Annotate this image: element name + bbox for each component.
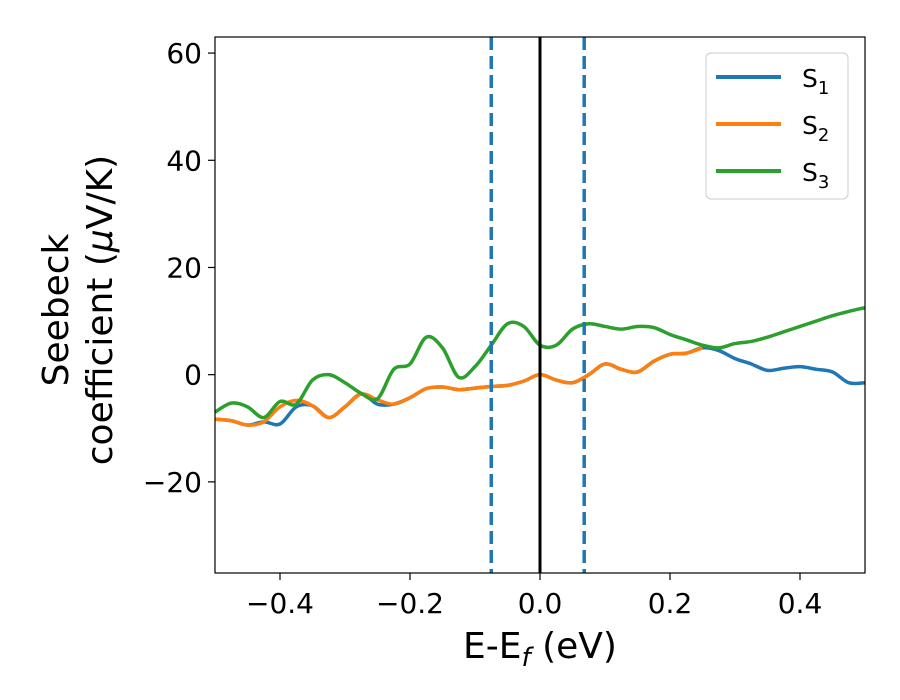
y-tick-label: 0 xyxy=(184,359,202,392)
y-tick-label: 40 xyxy=(166,144,202,177)
x-tick-label: −0.2 xyxy=(376,587,444,620)
x-tick-label: 0.4 xyxy=(778,587,823,620)
legend: S1 S2 S3 xyxy=(705,52,849,200)
axis-ticks: −0.4 −0.2 0.0 0.2 0.4 −20 0 20 40 60 xyxy=(143,37,822,620)
legend-label-s1: S1 xyxy=(802,64,829,99)
y-axis-label: Seebeck coefficient (μV/K) xyxy=(36,155,121,465)
plot-content xyxy=(215,37,865,573)
x-tick-label: 0.2 xyxy=(648,587,693,620)
y-axis-label-line1: Seebeck xyxy=(36,233,77,386)
series-line-s2 xyxy=(215,346,704,427)
legend-label-s3: S3 xyxy=(802,158,829,193)
y-tick-label: 60 xyxy=(166,37,202,70)
y-tick-label: 20 xyxy=(166,251,202,284)
y-tick-label: −20 xyxy=(143,466,202,499)
legend-label-s2: S2 xyxy=(802,111,829,146)
x-tick-label: −0.4 xyxy=(246,587,314,620)
x-tick-label: 0.0 xyxy=(518,587,563,620)
x-axis-label: E-Ef (eV) xyxy=(463,626,617,673)
y-axis-label-line2: coefficient (μV/K) xyxy=(80,155,121,465)
